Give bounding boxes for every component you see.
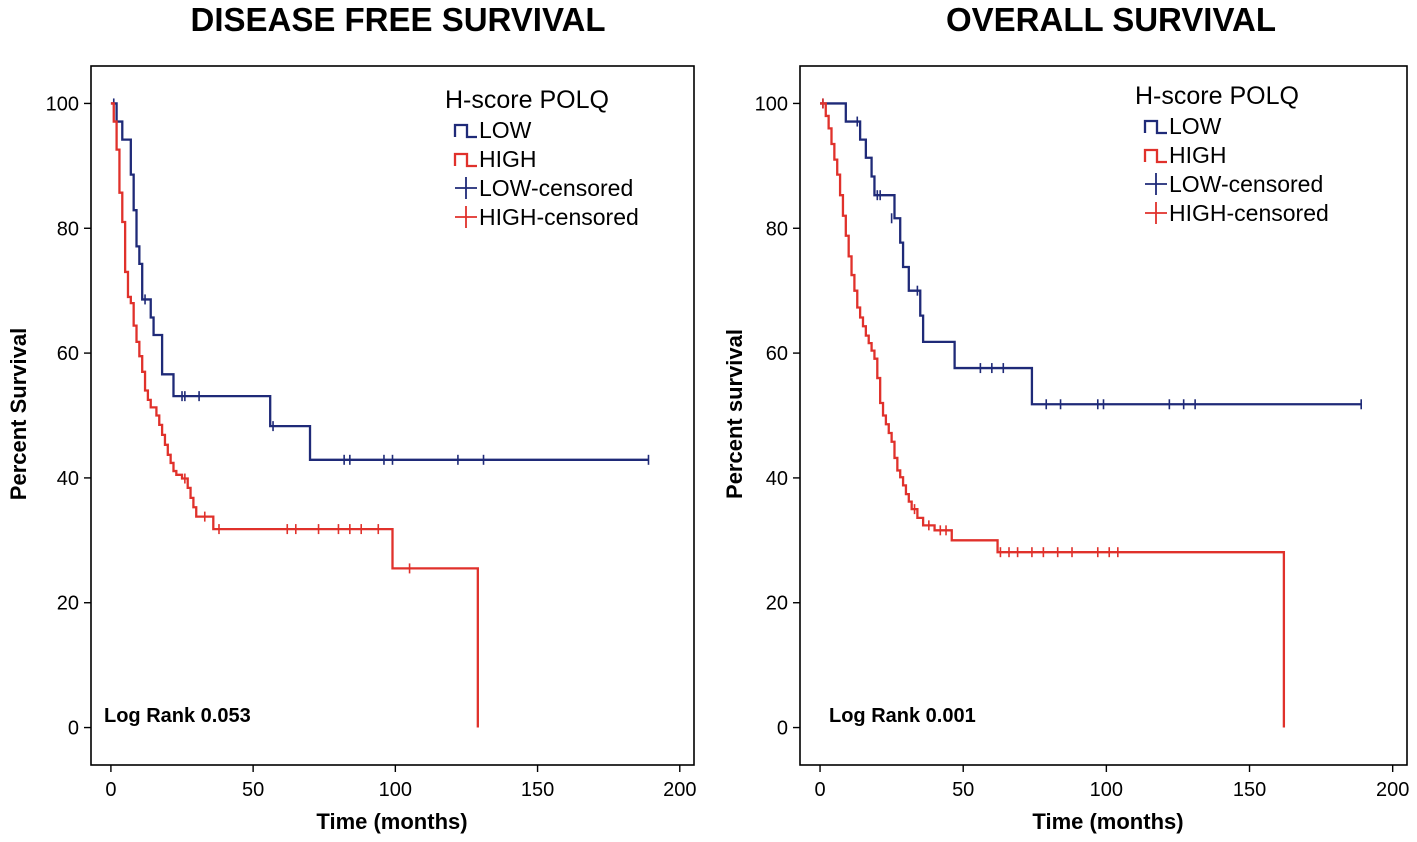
- legend-swatch-high-censored: [455, 206, 477, 228]
- y-tick-label: 100: [46, 93, 79, 115]
- x-tick-label: 0: [105, 779, 116, 801]
- legend-swatch-high-censored: [1145, 202, 1167, 224]
- y-tick-label: 20: [766, 593, 788, 615]
- y-tick-label: 80: [766, 218, 788, 240]
- series-high-curve: [820, 102, 1286, 728]
- y-tick-label: 0: [777, 718, 788, 740]
- legend-label-low-censored: LOW-censored: [479, 175, 633, 201]
- y-tick-label: 0: [68, 718, 79, 740]
- overall-survival-panel: OVERALL SURVIVAL Percent survival Time (…: [709, 0, 1417, 842]
- x-tick-label: 100: [1090, 779, 1123, 801]
- y-tick-label: 20: [57, 593, 79, 615]
- legend-title: H-score POLQ: [445, 86, 609, 114]
- y-axis-label: Percent survival: [722, 329, 747, 499]
- chart-title: DISEASE FREE SURVIVAL: [190, 1, 605, 38]
- log-rank-annotation: Log Rank 0.053: [104, 705, 251, 727]
- plot-frame: [799, 65, 1408, 766]
- disease-free-survival-panel: DISEASE FREE SURVIVAL Percent Survival T…: [0, 0, 708, 842]
- y-tick-label: 40: [766, 468, 788, 490]
- disease-free-survival-chart: DISEASE FREE SURVIVAL Percent Survival T…: [6, 1, 696, 834]
- legend-label-low: LOW: [479, 117, 532, 143]
- legend-swatch-high: [453, 152, 477, 168]
- legend-label-high: HIGH: [479, 146, 537, 172]
- x-tick-label: 200: [1376, 779, 1409, 801]
- legend-label-high: HIGH: [1169, 142, 1227, 168]
- legend-swatch-low-censored: [1145, 173, 1167, 195]
- log-rank-annotation: Log Rank 0.001: [829, 705, 976, 727]
- x-tick-label: 100: [379, 779, 412, 801]
- y-tick-label: 40: [57, 468, 79, 490]
- legend-label-high-censored: HIGH-censored: [479, 204, 639, 230]
- legend-label-low-censored: LOW-censored: [1169, 171, 1323, 197]
- y-axis-label: Percent Survival: [6, 328, 31, 500]
- series-low-curve: [820, 102, 1362, 406]
- x-tick-label: 0: [814, 779, 825, 801]
- x-axis-label: Time (months): [1032, 809, 1183, 834]
- legend-swatch-low: [453, 123, 477, 139]
- legend-swatch-high: [1143, 148, 1167, 164]
- y-tick-label: 100: [755, 93, 788, 115]
- chart-title: OVERALL SURVIVAL: [946, 1, 1276, 38]
- legend-title: H-score POLQ: [1135, 82, 1299, 110]
- legend-swatch-low-censored: [455, 177, 477, 199]
- y-tick-label: 80: [57, 218, 79, 240]
- legend-label-high-censored: HIGH-censored: [1169, 200, 1329, 226]
- legend-label-low: LOW: [1169, 113, 1222, 139]
- series-low-curve: [110, 102, 649, 461]
- x-tick-label: 200: [663, 779, 696, 801]
- x-tick-label: 50: [952, 779, 974, 801]
- y-tick-label: 60: [766, 343, 788, 365]
- y-tick-label: 60: [57, 343, 79, 365]
- overall-survival-chart: OVERALL SURVIVAL Percent survival Time (…: [722, 1, 1409, 834]
- x-tick-label: 150: [1233, 779, 1266, 801]
- plot-frame: [90, 65, 695, 766]
- x-tick-label: 50: [242, 779, 264, 801]
- x-tick-label: 150: [521, 779, 554, 801]
- series-high-curve: [110, 102, 479, 728]
- legend-swatch-low: [1143, 119, 1167, 135]
- x-axis-label: Time (months): [316, 809, 467, 834]
